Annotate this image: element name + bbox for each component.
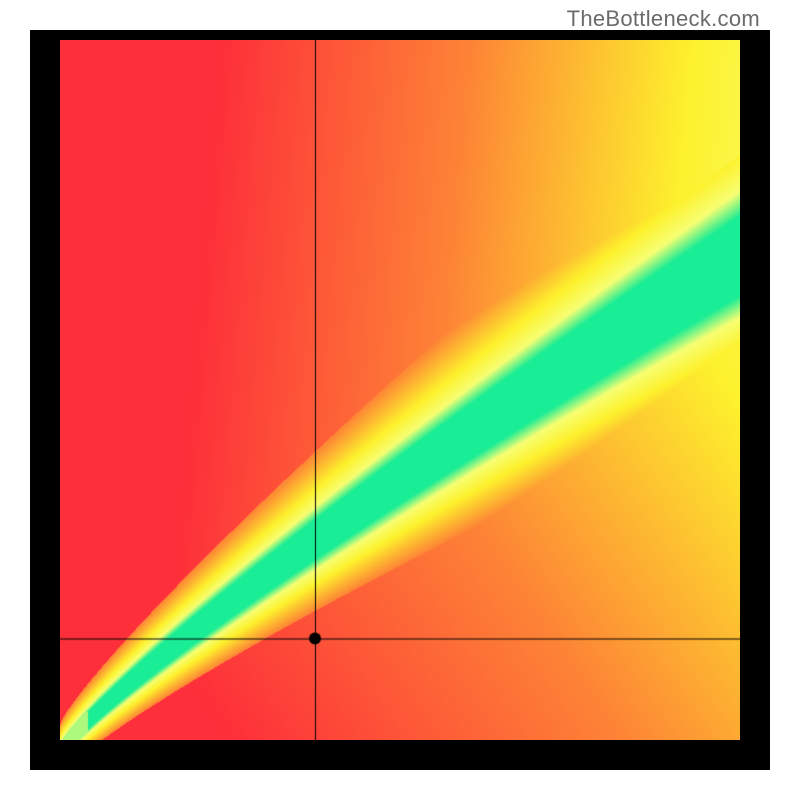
chart-frame xyxy=(30,30,770,770)
crosshair-overlay xyxy=(60,40,740,740)
watermark-text: TheBottleneck.com xyxy=(567,6,760,32)
chart-container: TheBottleneck.com xyxy=(0,0,800,800)
